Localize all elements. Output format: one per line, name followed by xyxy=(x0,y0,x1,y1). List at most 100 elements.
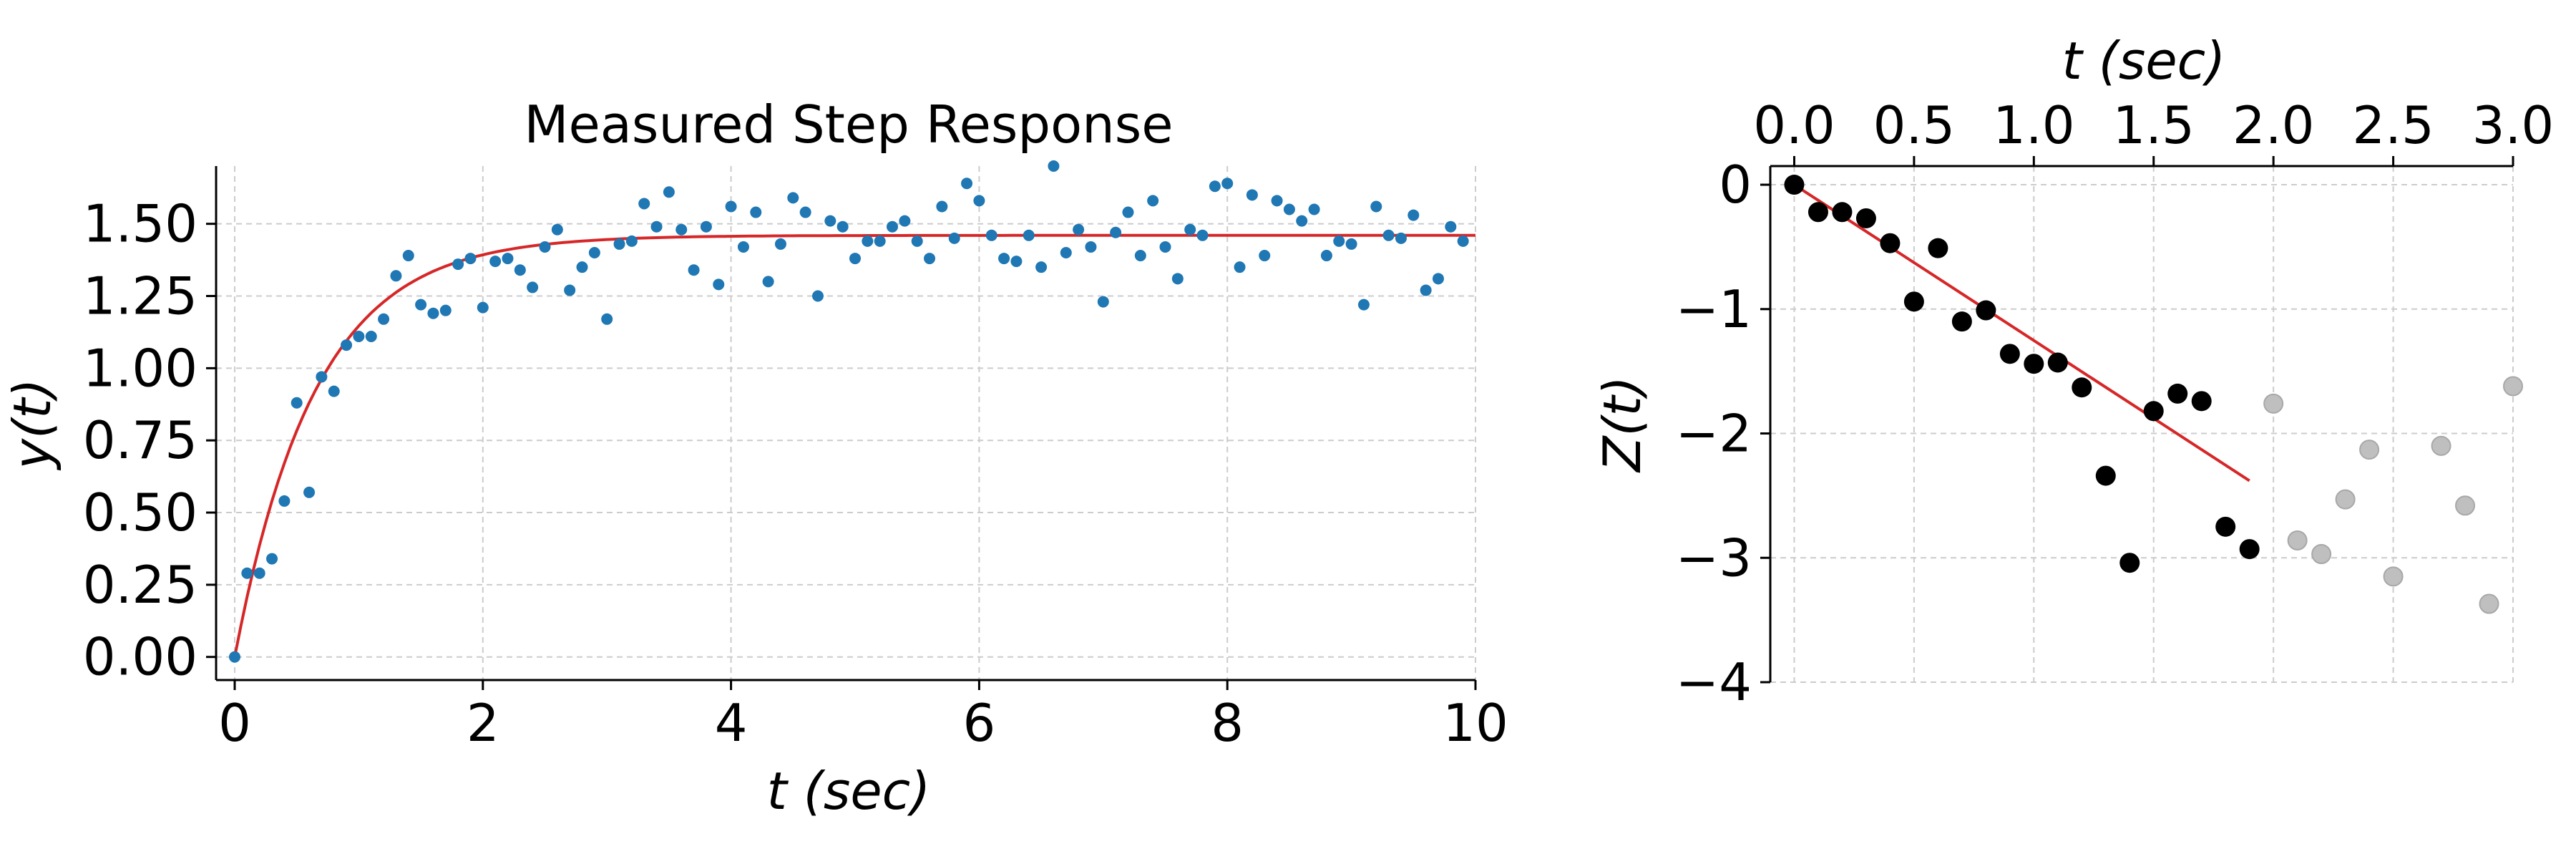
data-point xyxy=(1308,203,1320,215)
data-point xyxy=(1928,238,1948,258)
y-tick-label: −3 xyxy=(1676,528,1752,588)
data-point xyxy=(1903,291,1924,312)
y-tick-label: −4 xyxy=(1676,652,1752,712)
data-point xyxy=(1370,200,1382,213)
data-point xyxy=(588,247,600,259)
data-point xyxy=(2047,352,2068,373)
data-point xyxy=(924,253,936,265)
data-point xyxy=(365,330,377,342)
excluded-points xyxy=(2263,376,2523,614)
data-point xyxy=(303,486,316,498)
data-point xyxy=(787,192,799,204)
data-point xyxy=(316,371,328,383)
grid xyxy=(1770,166,2514,683)
data-point xyxy=(961,178,973,190)
data-point xyxy=(899,215,911,227)
data-point xyxy=(1196,229,1209,241)
data-point xyxy=(774,238,786,250)
data-point xyxy=(1246,189,1258,201)
data-point xyxy=(1445,220,1457,233)
data-point xyxy=(2215,516,2236,537)
data-point xyxy=(1457,235,1469,247)
fit-line xyxy=(1793,183,2250,482)
data-point xyxy=(278,495,291,507)
x-tick-label: 2.5 xyxy=(2352,95,2434,155)
x-tick-label: 1.5 xyxy=(2112,95,2195,155)
data-point xyxy=(378,313,390,325)
y-tick-label: 0.00 xyxy=(83,627,197,687)
data-point xyxy=(799,206,811,218)
data-point xyxy=(489,256,502,268)
excluded-point xyxy=(2503,376,2523,397)
x-tick-label: 3.0 xyxy=(2472,95,2555,155)
data-point xyxy=(1035,261,1048,273)
data-point xyxy=(502,253,514,265)
data-point xyxy=(1048,160,1060,172)
data-point xyxy=(1807,202,1828,223)
data-point xyxy=(241,567,253,579)
axes xyxy=(1769,165,2513,682)
data-point xyxy=(1159,241,1171,253)
data-point xyxy=(1320,250,1332,262)
data-point xyxy=(1333,235,1345,247)
excluded-point xyxy=(2263,393,2284,414)
x-axis-label: t (sec) xyxy=(767,761,931,821)
data-point xyxy=(737,241,749,253)
data-point xyxy=(341,339,353,351)
data-point xyxy=(452,258,464,271)
data-point xyxy=(998,253,1010,265)
data-point xyxy=(1395,232,1407,244)
data-point xyxy=(1134,250,1146,262)
data-point xyxy=(836,220,849,233)
data-point xyxy=(2239,539,2260,560)
data-point xyxy=(1784,175,1805,195)
data-point xyxy=(1147,195,1159,207)
data-point xyxy=(849,253,862,265)
excluded-point xyxy=(2335,489,2356,510)
data-point xyxy=(439,304,452,316)
excluded-point xyxy=(2455,495,2476,516)
data-point xyxy=(1122,206,1134,218)
y-tick-label: 0 xyxy=(1719,155,1752,215)
data-point xyxy=(1184,223,1196,236)
data-point xyxy=(2167,383,2188,404)
data-point xyxy=(353,330,365,342)
y-tick-label: 1.50 xyxy=(83,194,197,254)
data-point xyxy=(1345,238,1357,250)
data-point xyxy=(576,261,588,273)
data-point xyxy=(464,253,477,265)
x-tick-label: 6 xyxy=(962,693,995,753)
data-point xyxy=(700,220,712,233)
data-point xyxy=(2095,465,2116,486)
excluded-point xyxy=(2311,544,2332,565)
data-point xyxy=(762,276,774,288)
data-point xyxy=(1221,178,1234,190)
axes xyxy=(215,166,1475,681)
data-point xyxy=(253,567,265,579)
y-tick-label: 1.00 xyxy=(83,338,197,398)
x-tick-label: 0 xyxy=(218,693,251,753)
chart-title: Measured Step Response xyxy=(524,94,1173,155)
data-point xyxy=(1832,202,1853,223)
data-point xyxy=(824,215,836,227)
excluded-point xyxy=(2359,440,2380,460)
data-point xyxy=(663,186,675,198)
data-point xyxy=(477,301,489,314)
data-point xyxy=(1855,208,1876,228)
x-tick-label: 0.5 xyxy=(1873,95,1956,155)
x-tick-label: 0.0 xyxy=(1753,95,1835,155)
x-tick-label: 2 xyxy=(467,693,499,753)
data-point xyxy=(390,270,402,282)
excluded-point xyxy=(2287,530,2308,550)
data-point xyxy=(1283,203,1295,215)
fit-line-segment xyxy=(1793,183,2250,482)
excluded-point xyxy=(2383,566,2404,587)
data-point xyxy=(613,238,625,250)
data-point xyxy=(948,232,960,244)
y-tick-label: −1 xyxy=(1676,279,1752,339)
data-point xyxy=(266,553,278,565)
data-point xyxy=(1085,241,1097,253)
y-axis-label: Z(t) xyxy=(1592,376,1652,473)
data-point xyxy=(564,284,576,296)
ticks: 0 2 4 6 8 10 0.00 0.25 0.50 0.75 1.00 1.25 1.50 xyxy=(83,194,1508,753)
